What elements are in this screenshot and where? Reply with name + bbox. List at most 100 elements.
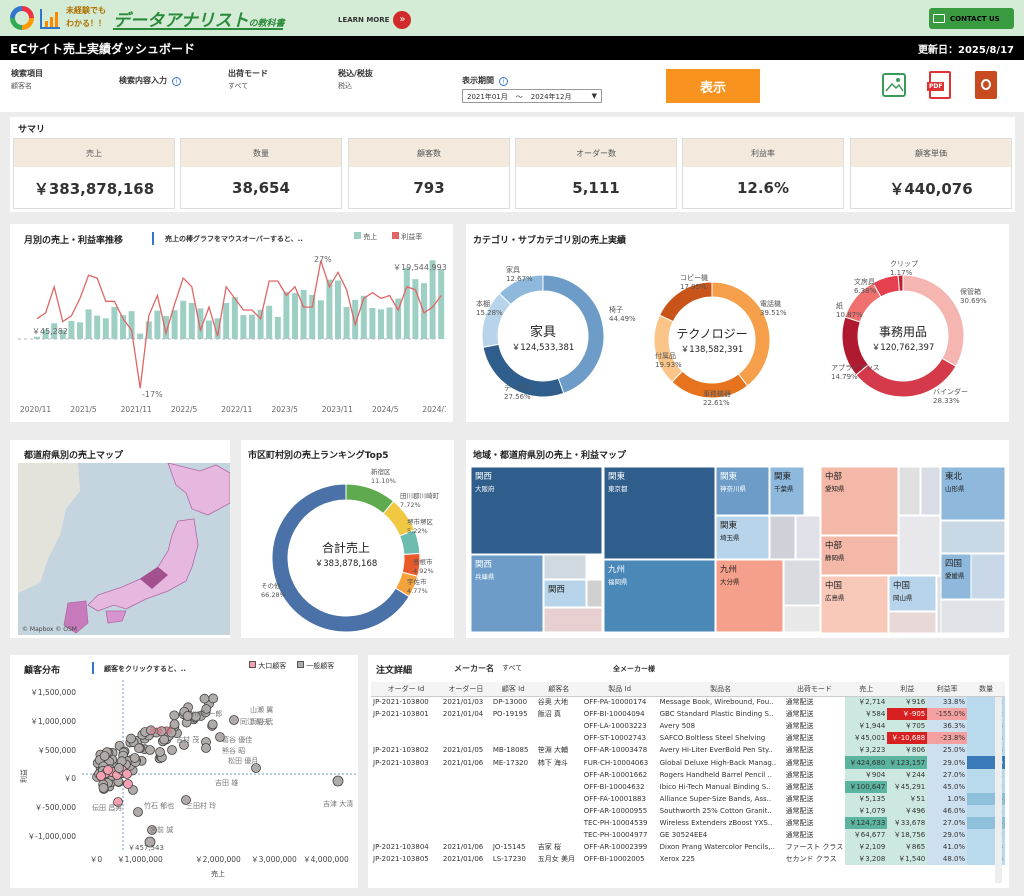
sales-bar[interactable] [34, 336, 40, 339]
sales-bar[interactable] [292, 293, 298, 339]
donut-slice[interactable] [658, 281, 713, 323]
sales-bar[interactable] [171, 310, 178, 339]
customer-point[interactable] [134, 743, 144, 754]
table-row[interactable]: JP-2021-103800 2021/01/03 DP-13000 谷奥 大地 OFF… [371, 696, 1005, 709]
customer-point[interactable] [169, 719, 180, 730]
treemap-cell[interactable] [940, 467, 1005, 521]
sales-bar[interactable] [128, 311, 135, 339]
customer-point[interactable] [133, 807, 143, 817]
treemap-cell[interactable] [715, 515, 770, 560]
sales-bar[interactable] [283, 291, 290, 339]
customer-point[interactable] [207, 719, 218, 730]
sales-bar[interactable] [102, 318, 109, 339]
treemap-cell[interactable] [603, 559, 716, 633]
customer-point[interactable] [155, 747, 165, 757]
treemap-cell[interactable] [898, 467, 921, 516]
region-treemap[interactable]: 関西大阪府関西兵庫県関西関東東京都関東神奈川県関東千葉県関東埼玉県九州福岡県九州… [471, 467, 1005, 633]
customer-point[interactable] [144, 836, 156, 848]
table-scrollbar[interactable] [995, 697, 1002, 883]
customer-point[interactable] [332, 775, 344, 787]
sales-bar[interactable] [137, 333, 144, 339]
customer-point[interactable] [199, 693, 210, 704]
sales-bar[interactable] [257, 309, 264, 339]
table-row[interactable]: TEC-PH-10004539 Wireless Extenders zBoost… [371, 816, 1005, 830]
sales-bar[interactable] [249, 314, 255, 339]
sales-bar[interactable] [309, 294, 316, 339]
contact-us-button[interactable]: CONTACT US [929, 8, 1014, 29]
sales-bar[interactable] [438, 269, 445, 339]
customer-point[interactable] [146, 725, 156, 736]
show-button[interactable]: 表示 [666, 69, 760, 103]
treemap-cell[interactable] [888, 611, 937, 633]
sales-bar[interactable] [120, 315, 126, 339]
column-header[interactable]: 顧客 Id [490, 682, 536, 697]
sales-bar[interactable] [266, 305, 273, 339]
table-row[interactable]: JP-2021-103802 2021/01/05 MB-18085 笹淵 大輔 OFF… [371, 744, 1005, 757]
sales-bar[interactable] [154, 310, 161, 339]
column-header[interactable]: 出荷モード [783, 682, 846, 697]
customer-point[interactable] [159, 734, 170, 745]
filter-ship-mode[interactable]: 出荷モード すべて [228, 68, 268, 91]
customer-point[interactable] [166, 727, 177, 738]
sales-bar[interactable] [386, 307, 393, 340]
table-row[interactable]: OFF-FA-10001883 Alliance Super-Size Bands… [371, 792, 1005, 805]
sales-bar[interactable] [68, 321, 75, 339]
sales-bar[interactable] [188, 303, 195, 339]
column-header[interactable]: 製品 Id [581, 682, 658, 697]
treemap-cell[interactable] [543, 554, 587, 580]
treemap-cell[interactable] [936, 575, 942, 633]
customer-point[interactable] [99, 751, 110, 761]
column-header[interactable]: 製品名 [657, 682, 784, 697]
sales-bar[interactable] [145, 321, 152, 339]
treemap-cell[interactable] [471, 554, 544, 633]
customer-point[interactable] [201, 743, 211, 753]
customer-point[interactable] [147, 825, 157, 835]
treemap-cell[interactable] [603, 467, 716, 560]
treemap-cell[interactable] [783, 559, 821, 606]
customer-point[interactable] [103, 765, 113, 775]
customer-point[interactable] [145, 745, 155, 755]
customer-point[interactable] [182, 711, 193, 721]
treemap-cell[interactable] [795, 515, 821, 560]
sales-bar[interactable] [42, 329, 49, 339]
treemap-cell[interactable] [898, 515, 941, 576]
table-row[interactable]: JP-2021-103804 2021/01/06 JO-15145 吉家 桜 OFF-… [371, 841, 1005, 854]
column-header[interactable]: 数量 [967, 682, 1005, 697]
treemap-cell[interactable] [940, 520, 1005, 554]
treemap-cell[interactable] [970, 553, 1005, 600]
sales-bar[interactable] [369, 307, 376, 339]
customer-point[interactable] [167, 745, 177, 755]
filter-search-item[interactable]: 検索項目 顧客名 [11, 68, 43, 91]
sales-bar[interactable] [163, 316, 169, 339]
treemap-cell[interactable] [471, 467, 603, 555]
sales-bar[interactable] [180, 300, 187, 339]
sales-bar[interactable] [51, 323, 58, 339]
treemap-cell[interactable] [783, 605, 821, 633]
sales-bar[interactable] [231, 297, 238, 339]
column-header[interactable]: 売上 [845, 682, 888, 697]
sales-bar[interactable] [378, 309, 384, 339]
filter-tax[interactable]: 税込/税抜 税込 [338, 68, 373, 91]
table-row[interactable]: JP-2021-103801 2021/01/04 PO-19195 飯沼 真 OFF-… [371, 708, 1005, 721]
sales-bar[interactable] [335, 280, 341, 340]
treemap-cell[interactable] [586, 579, 603, 608]
treemap-cell[interactable] [543, 579, 587, 608]
customer-point[interactable] [251, 763, 261, 773]
sales-bar[interactable] [94, 315, 101, 339]
image-export-icon[interactable] [882, 73, 906, 97]
treemap-cell[interactable] [715, 467, 770, 516]
sales-bar[interactable] [326, 279, 333, 339]
sales-bar[interactable] [429, 260, 436, 339]
japan-map[interactable]: © Mapbox © OSM [18, 463, 230, 635]
sales-bar[interactable] [85, 309, 92, 339]
sales-bar[interactable] [395, 298, 402, 340]
sales-bar[interactable] [360, 295, 367, 339]
customer-point[interactable] [122, 769, 132, 779]
sales-bar[interactable] [343, 307, 350, 339]
customer-point[interactable] [179, 740, 189, 750]
sales-bar[interactable] [412, 279, 419, 339]
column-header[interactable]: 顧客名 [535, 682, 582, 697]
sales-bar[interactable] [274, 316, 281, 339]
period-select[interactable]: 2021年01月 ～ 2024年12月 ▼ [462, 89, 602, 103]
donut-slice[interactable] [498, 274, 544, 306]
